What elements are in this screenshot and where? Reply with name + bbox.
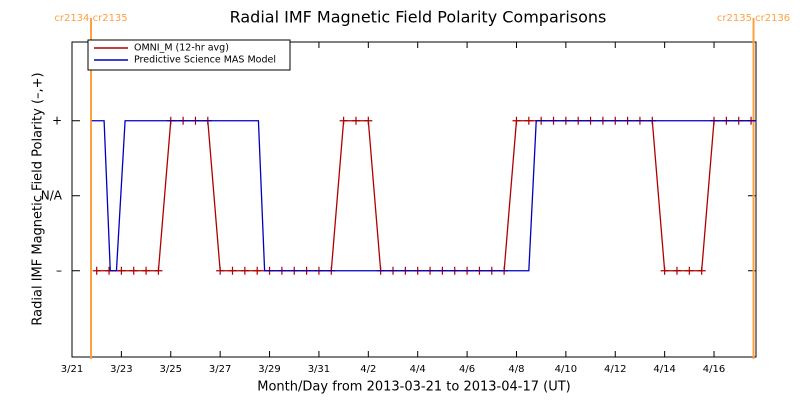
x-tick-label: 3/29 (258, 364, 280, 375)
x-tick-label: 4/6 (459, 364, 475, 375)
x-tick-label: 3/31 (308, 364, 330, 375)
x-tick-label: 4/16 (703, 364, 725, 375)
x-tick-label: 4/2 (360, 364, 376, 375)
data-point (351, 116, 360, 125)
data-point (524, 116, 533, 125)
x-tick-label: 4/10 (555, 364, 577, 375)
chart-title: Radial IMF Magnetic Field Polarity Compa… (230, 8, 607, 27)
x-tick-label: 4/12 (604, 364, 626, 375)
data-point (697, 266, 706, 275)
plot-frame (71, 41, 757, 358)
x-tick-label: 3/25 (160, 364, 182, 375)
data-point (512, 116, 521, 125)
data-point (339, 116, 348, 125)
data-point (92, 266, 101, 275)
data-point (228, 266, 237, 275)
x-axis-label: Month/Day from 2013-03-21 to 2013-04-17 … (257, 380, 570, 395)
series-line (91, 120, 756, 272)
y-tick-label: + (52, 113, 62, 127)
data-point (216, 266, 225, 275)
data-point (117, 266, 126, 275)
data-point (660, 266, 669, 275)
rotation-label: cr2134 cr2135 (54, 13, 127, 24)
x-tick-label: 4/14 (653, 364, 675, 375)
rotation-label: cr2135 cr2136 (717, 13, 790, 24)
data-point (142, 266, 151, 275)
y-tick-label: N/A (41, 188, 63, 202)
x-tick-label: 4/8 (508, 364, 524, 375)
x-tick-label: 3/23 (110, 364, 132, 375)
data-point (685, 266, 694, 275)
data-point (672, 266, 681, 275)
legend-label: OMNI_M (12-hr avg) (134, 43, 229, 54)
data-point (240, 266, 249, 275)
data-point (154, 266, 163, 275)
y-axis-label: Radial IMF Magnetic Field Polarity (–,+) (31, 72, 46, 325)
y-tick-label: – (56, 263, 62, 277)
legend-box (87, 39, 291, 71)
x-tick-label: 3/27 (209, 364, 231, 375)
data-point (253, 266, 262, 275)
x-tick-label: 3/21 (61, 364, 83, 375)
legend-label: Predictive Science MAS Model (134, 55, 276, 66)
x-tick-label: 4/4 (410, 364, 426, 375)
data-point (129, 266, 138, 275)
data-point (364, 116, 373, 125)
